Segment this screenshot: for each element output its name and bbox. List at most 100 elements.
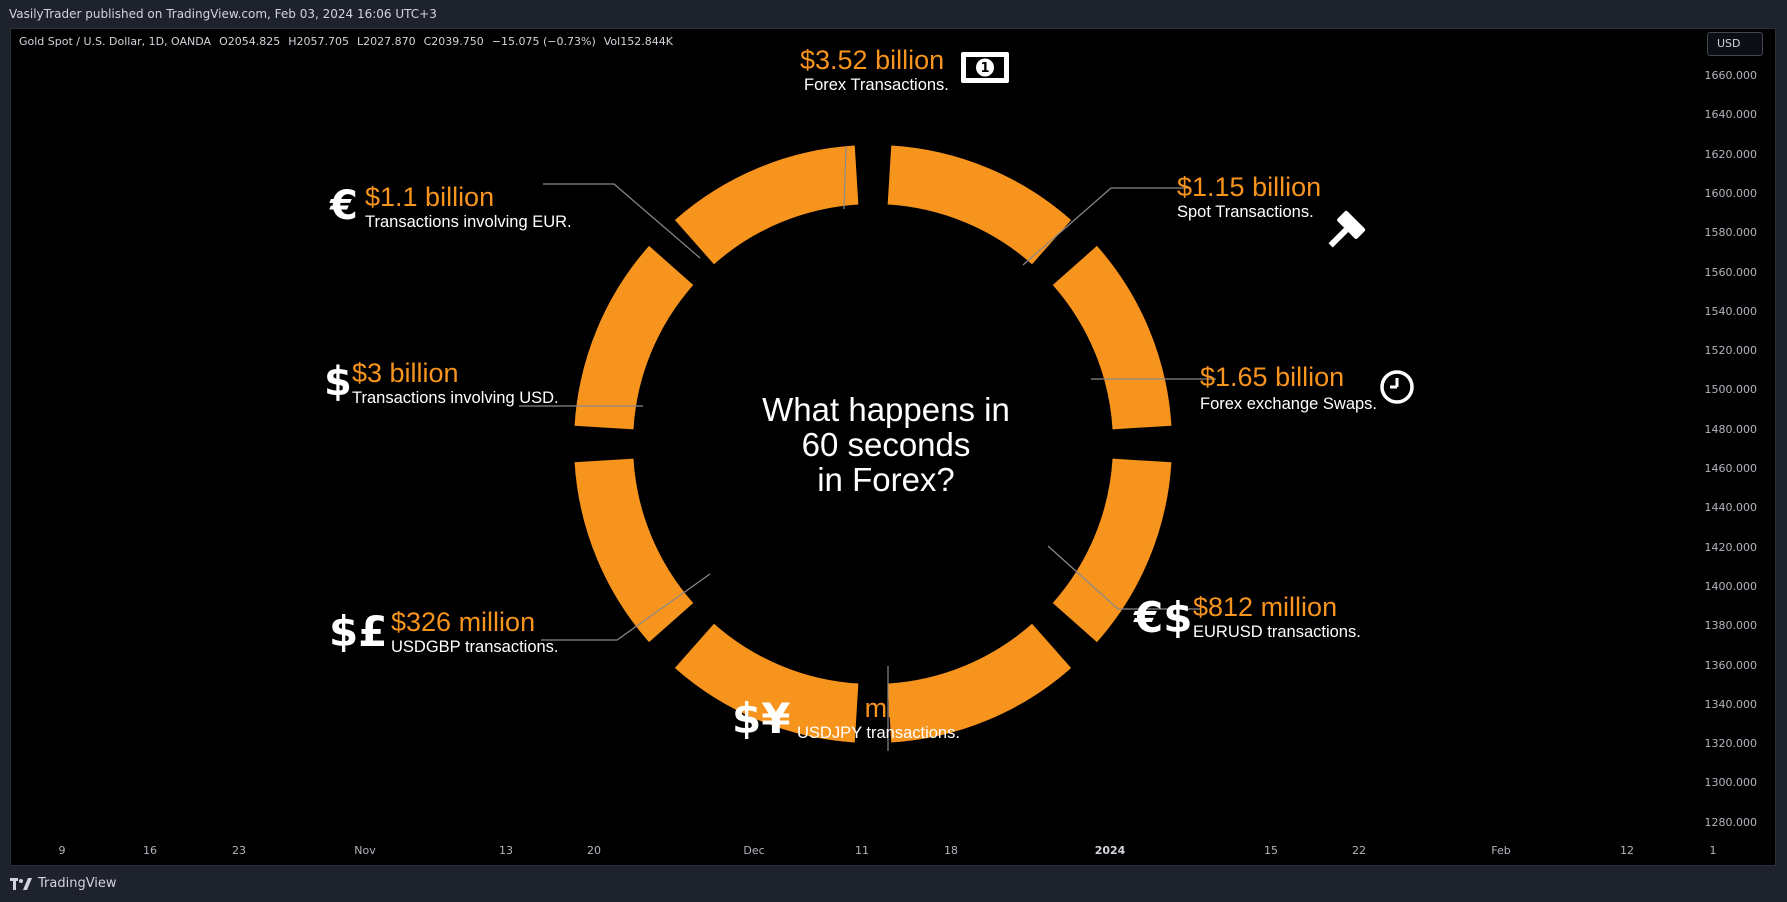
callout-amount: $1.15 billion (1177, 172, 1322, 202)
clock-icon (1380, 370, 1414, 404)
callout-desc: USDGBP transactions. (391, 638, 559, 656)
price-tick: 1520.000 (1704, 344, 1758, 358)
price-tick: 1620.000 (1704, 147, 1758, 161)
title-line-3: in Forex? (817, 461, 955, 498)
price-tick: 1320.000 (1704, 737, 1758, 751)
price-tick: 1440.000 (1704, 501, 1758, 515)
callout-desc: Transactions involving EUR. (365, 213, 572, 231)
title-line-2: 60 seconds (801, 426, 971, 463)
time-tick: 1 (1709, 844, 1717, 857)
time-tick: 15 (1264, 844, 1278, 857)
price-tick: 1380.000 (1704, 619, 1758, 633)
callout-usdjpy: $632 million USDJPY transactions. (797, 693, 960, 743)
ohlc-close: C2039.750 (423, 35, 484, 48)
callout-amount: $632 million (797, 693, 942, 723)
tradingview-logo-icon[interactable] (10, 877, 32, 891)
ohlc-low: L2027.870 (357, 35, 416, 48)
time-tick: 9 (58, 844, 66, 857)
dollar-yen-icon: $¥ (732, 694, 791, 743)
callout-desc: USDJPY transactions. (797, 724, 960, 742)
time-tick: 22 (1352, 844, 1366, 857)
callout-desc: EURUSD transactions. (1193, 623, 1361, 641)
infographic-title: What happens in 60 seconds in Forex? (711, 392, 1061, 497)
callout-amount: $1.65 billion (1200, 362, 1345, 392)
callout-desc: Forex exchange Swaps. (1200, 395, 1378, 413)
time-tick: Feb (1491, 844, 1511, 857)
callout-spot: $1.15 billion Spot Transactions. (1177, 172, 1321, 222)
price-tick: 1400.000 (1704, 579, 1758, 593)
time-tick: 16 (143, 844, 157, 857)
footer-bar: TradingView (0, 866, 1787, 902)
callout-forex: $3.52 billion Forex Transactions. (800, 45, 949, 95)
price-tick: 1300.000 (1704, 776, 1758, 790)
time-tick: 18 (944, 844, 958, 857)
callout-usd: $3 billion Transactions involving USD. (352, 358, 559, 408)
callout-usdgbp: $326 million USDGBP transactions. (391, 607, 559, 657)
banknote-digit: 1 (980, 61, 989, 76)
price-tick: 1420.000 (1704, 540, 1758, 554)
price-tick: 1540.000 (1704, 304, 1758, 318)
time-tick: 13 (499, 844, 513, 857)
price-change: −15.075 (−0.73%) (491, 35, 596, 48)
time-tick: 20 (587, 844, 601, 857)
price-axis[interactable]: 1660.000 1640.000 1620.000 1600.000 1580.000… (1695, 29, 1775, 865)
time-tick: 23 (232, 844, 246, 857)
title-line-1: What happens in (762, 391, 1010, 428)
leader-line-spot (1022, 187, 1189, 266)
time-axis[interactable]: 9 16 23 Nov 13 20 Dec 11 18 2024 15 22 Feb 12 1 (11, 837, 1775, 865)
leader-line-forex (843, 146, 847, 210)
ring-segment-usdgbp (674, 623, 859, 743)
callout-swaps: $1.65 billion Forex exchange Swaps. (1200, 362, 1377, 414)
callout-desc: Spot Transactions. (1177, 203, 1314, 221)
ring-segment-forex (674, 145, 859, 265)
leader-line-eurusd (1047, 545, 1201, 610)
callout-amount: $1.1 billion (365, 182, 495, 212)
time-tick: 2024 (1094, 844, 1126, 857)
time-tick: Nov (354, 844, 376, 857)
price-tick: 1460.000 (1704, 462, 1758, 475)
ring-segment-eurusd (1052, 458, 1172, 643)
price-tick: 1640.000 (1704, 108, 1758, 122)
ring-segment-eur (574, 245, 694, 430)
leader-lines (519, 146, 1216, 751)
forex-infographic: 1 (519, 52, 1414, 751)
ring-segment-swaps (1052, 245, 1172, 430)
ring-segment-usd (574, 458, 694, 643)
leader-line-usdgbp (541, 573, 711, 641)
time-tick: 12 (1620, 844, 1634, 857)
callout-amount: $326 million (391, 607, 536, 637)
euro-dollar-icon: €$ (1134, 593, 1193, 642)
publish-line: VasilyTrader published on TradingView.co… (9, 7, 437, 21)
price-tick: 1660.000 (1704, 69, 1758, 82)
ohlc-high: H2057.705 (288, 35, 349, 48)
callout-eur: $1.1 billion Transactions involving EUR. (365, 182, 572, 232)
dollar-pound-icon: $£ (329, 607, 388, 656)
callout-amount: $3.52 billion (800, 45, 945, 75)
callout-amount: $3 billion (352, 358, 459, 388)
price-tick: 1560.000 (1704, 265, 1758, 279)
chart-area[interactable]: Gold Spot / U.S. Dollar, 1D, OANDA O2054… (10, 28, 1776, 866)
price-tick: 1500.000 (1704, 383, 1758, 397)
currency-selector[interactable]: USD (1707, 32, 1763, 56)
price-tick: 1340.000 (1704, 697, 1758, 711)
callout-desc: Transactions involving USD. (352, 389, 559, 407)
euro-icon: € (330, 183, 358, 229)
dollar-icon: $ (324, 359, 352, 405)
symbol-name[interactable]: Gold Spot / U.S. Dollar, 1D, OANDA (19, 35, 212, 48)
publish-info-bar: VasilyTrader published on TradingView.co… (0, 0, 1787, 28)
banknote-icon: 1 (961, 52, 1009, 83)
volume-value: Vol152.844K (603, 35, 673, 48)
ring-segment-usdjpy (887, 623, 1072, 743)
callout-amount: $812 million (1193, 592, 1338, 622)
price-tick: 1480.000 (1704, 422, 1758, 436)
price-tick: 1280.000 (1704, 815, 1758, 829)
ring-segment-spot (887, 145, 1072, 265)
callout-desc: Forex Transactions. (804, 76, 949, 94)
time-tick: 11 (855, 844, 869, 857)
symbol-legend: Gold Spot / U.S. Dollar, 1D, OANDA O2054… (19, 35, 673, 48)
brand-name[interactable]: TradingView (38, 876, 117, 891)
ohlc-open: O2054.825 (219, 35, 281, 48)
gavel-icon (1328, 210, 1366, 248)
time-tick: Dec (743, 844, 765, 857)
callout-eurusd: $812 million EURUSD transactions. (1193, 592, 1361, 642)
